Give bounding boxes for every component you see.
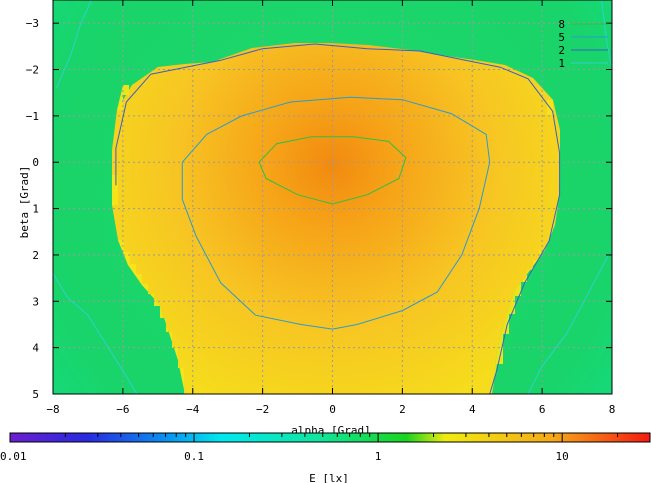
colorbar-tick-label-2: 1 [375,450,382,463]
contour-1-3 [56,0,92,89]
x-tick-label-7: 6 [539,403,546,416]
contour-2-2 [115,43,561,394]
y-tick-label-0: −3 [26,17,39,30]
x-tick-label-4: 0 [329,403,336,416]
y-tick-label-3: 0 [32,156,39,169]
legend-label-5: 5 [558,31,565,44]
x-tick-label-2: −4 [186,403,200,416]
y-tick-label-7: 4 [32,342,39,355]
contour-1-5 [527,254,609,394]
heatmap-pixel-edge-right [492,100,553,394]
grid [53,0,612,394]
contour-5-1 [181,96,491,330]
colorbar-tick-label-3: 10 [556,450,569,463]
contour-1-4 [53,273,138,394]
y-tick-label-1: −2 [26,64,39,77]
x-tick-label-5: 2 [399,403,406,416]
heatmap-bright-region [112,43,560,394]
legend-label-1: 1 [558,57,565,70]
colorbar-tick-label-0: 0.01 [0,450,27,463]
contour-8-0 [258,136,407,205]
legend-label-8: 8 [558,18,565,31]
colorbar-label: E [lx] [309,472,349,483]
x-axis-ticks: −8 −6 −4 −2 0 2 4 6 8 [46,0,615,416]
x-tick-label-8: 8 [609,403,616,416]
x-tick-label-6: 4 [469,403,476,416]
x-tick-label-1: −6 [116,403,129,416]
y-tick-label-4: 1 [32,203,39,216]
y-tick-label-2: −1 [26,110,39,123]
colorbar-tick-labels: 0.01 0.1 1 10 [0,450,569,463]
contour-lines [53,0,612,394]
legend-label-2: 2 [558,44,565,57]
x-tick-label-3: −2 [256,403,269,416]
y-axis-label: beta [Grad] [18,166,31,239]
y-tick-label-6: 3 [32,295,39,308]
contour-1-6 [601,0,612,70]
y-tick-label-8: 5 [32,388,39,401]
colorbar-minor-ticks [9,433,651,442]
y-tick-label-5: 2 [32,249,39,262]
colorbar-tick-label-1: 0.1 [184,450,204,463]
x-tick-label-0: −8 [46,403,59,416]
